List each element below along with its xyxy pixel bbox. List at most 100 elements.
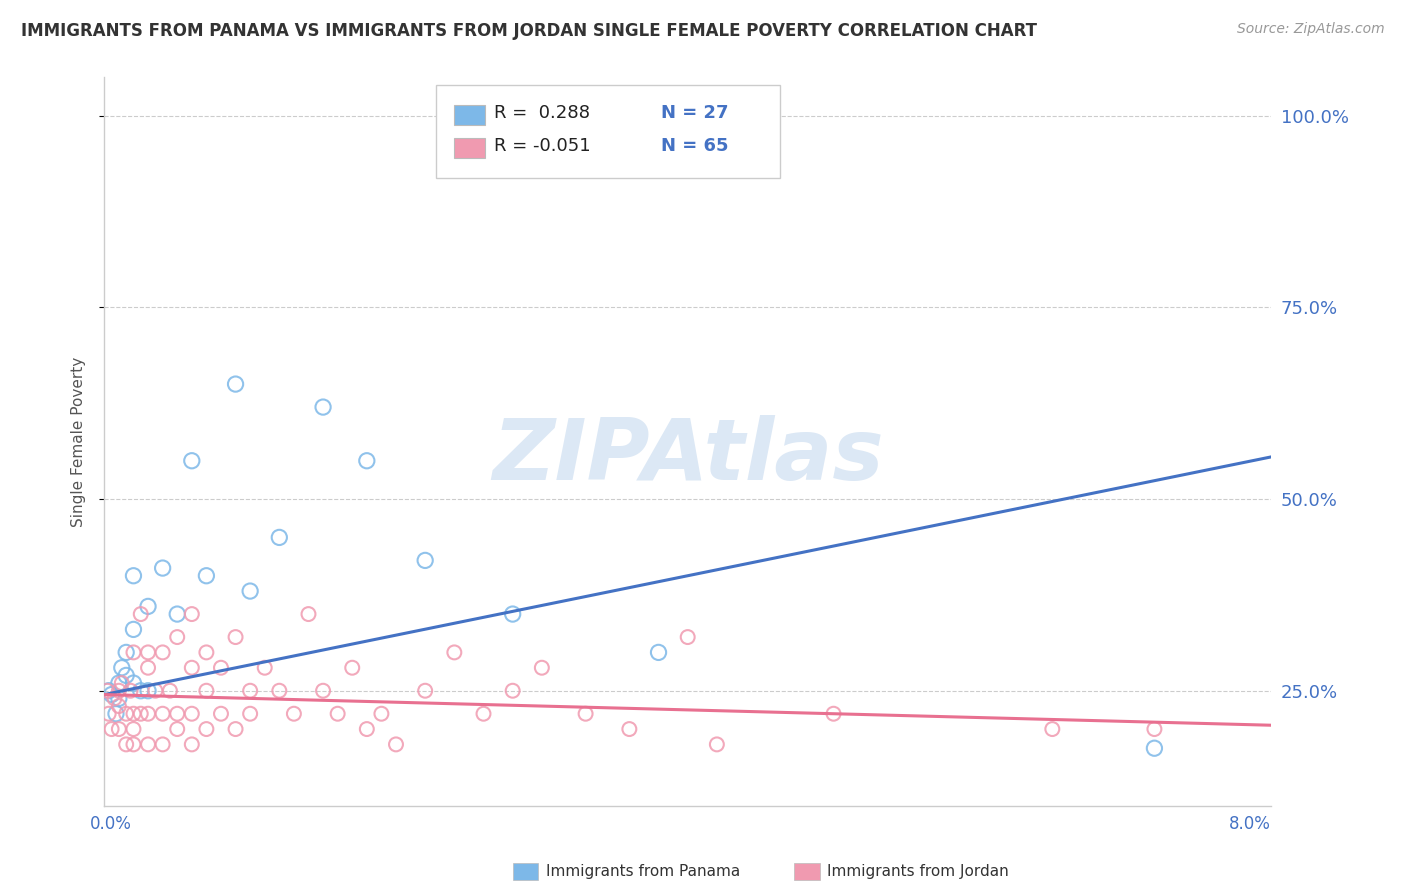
- Point: [180, 661, 202, 675]
- Point: [1040, 722, 1063, 736]
- Point: [253, 661, 276, 675]
- Point: [97, 683, 120, 698]
- Point: [108, 699, 131, 714]
- Point: [502, 607, 524, 621]
- Point: [115, 738, 138, 752]
- Point: [342, 661, 364, 675]
- Point: [159, 683, 181, 698]
- Point: [122, 722, 145, 736]
- Point: [103, 691, 125, 706]
- Point: [575, 706, 598, 721]
- Text: 8.0%: 8.0%: [1229, 815, 1271, 833]
- Point: [111, 661, 134, 675]
- Point: [239, 584, 262, 599]
- Text: N = 65: N = 65: [661, 137, 728, 155]
- Point: [122, 568, 145, 582]
- Point: [152, 738, 174, 752]
- Point: [96, 683, 118, 698]
- Point: [356, 722, 378, 736]
- Text: IMMIGRANTS FROM PANAMA VS IMMIGRANTS FROM JORDAN SINGLE FEMALE POVERTY CORRELATI: IMMIGRANTS FROM PANAMA VS IMMIGRANTS FRO…: [21, 22, 1038, 40]
- Point: [195, 645, 218, 659]
- Point: [166, 630, 188, 644]
- Text: 0.0%: 0.0%: [90, 815, 132, 833]
- Text: Immigrants from Jordan: Immigrants from Jordan: [827, 864, 1008, 879]
- Text: N = 27: N = 27: [661, 104, 728, 122]
- Point: [312, 400, 335, 414]
- Point: [143, 683, 166, 698]
- Point: [136, 599, 159, 614]
- Point: [195, 683, 218, 698]
- Point: [209, 661, 232, 675]
- Point: [136, 645, 159, 659]
- Point: [225, 630, 247, 644]
- Point: [166, 706, 188, 721]
- Point: [129, 706, 152, 721]
- Point: [136, 661, 159, 675]
- Point: [115, 668, 138, 682]
- Point: [115, 645, 138, 659]
- Point: [413, 553, 436, 567]
- Point: [136, 683, 159, 698]
- Point: [152, 561, 174, 575]
- Point: [122, 623, 145, 637]
- Point: [472, 706, 495, 721]
- Point: [108, 722, 131, 736]
- Point: [166, 722, 188, 736]
- Point: [356, 454, 378, 468]
- Point: [676, 630, 699, 644]
- Point: [370, 706, 392, 721]
- Point: [443, 645, 465, 659]
- Point: [209, 706, 232, 721]
- Point: [100, 688, 122, 702]
- Point: [136, 738, 159, 752]
- Y-axis label: Single Female Poverty: Single Female Poverty: [72, 357, 86, 526]
- Point: [823, 706, 845, 721]
- Point: [283, 706, 305, 721]
- Point: [122, 645, 145, 659]
- Point: [152, 706, 174, 721]
- Point: [120, 683, 142, 698]
- Point: [180, 738, 202, 752]
- Point: [269, 530, 291, 544]
- Text: R =  0.288: R = 0.288: [494, 104, 589, 122]
- Point: [297, 607, 319, 621]
- Point: [647, 645, 669, 659]
- Point: [326, 706, 349, 721]
- Point: [1143, 722, 1166, 736]
- Point: [180, 607, 202, 621]
- Point: [129, 607, 152, 621]
- Point: [122, 676, 145, 690]
- Point: [706, 738, 728, 752]
- Point: [195, 568, 218, 582]
- Point: [122, 706, 145, 721]
- Point: [136, 706, 159, 721]
- Point: [108, 691, 131, 706]
- Point: [195, 722, 218, 736]
- Point: [97, 706, 120, 721]
- Point: [413, 683, 436, 698]
- Point: [111, 676, 134, 690]
- Point: [239, 706, 262, 721]
- Text: Immigrants from Panama: Immigrants from Panama: [546, 864, 740, 879]
- Point: [100, 722, 122, 736]
- Point: [269, 683, 291, 698]
- Point: [108, 676, 131, 690]
- Point: [180, 706, 202, 721]
- Point: [115, 706, 138, 721]
- Text: R = -0.051: R = -0.051: [494, 137, 591, 155]
- Point: [166, 607, 188, 621]
- Point: [122, 738, 145, 752]
- Point: [312, 683, 335, 698]
- Text: ZIPAtlas: ZIPAtlas: [492, 415, 883, 498]
- Point: [239, 683, 262, 698]
- Point: [225, 377, 247, 392]
- Point: [619, 722, 641, 736]
- Point: [104, 706, 127, 721]
- Point: [108, 683, 131, 698]
- Point: [225, 722, 247, 736]
- Point: [1143, 741, 1166, 756]
- Text: Source: ZipAtlas.com: Source: ZipAtlas.com: [1237, 22, 1385, 37]
- Point: [129, 683, 152, 698]
- Point: [502, 683, 524, 698]
- Point: [152, 645, 174, 659]
